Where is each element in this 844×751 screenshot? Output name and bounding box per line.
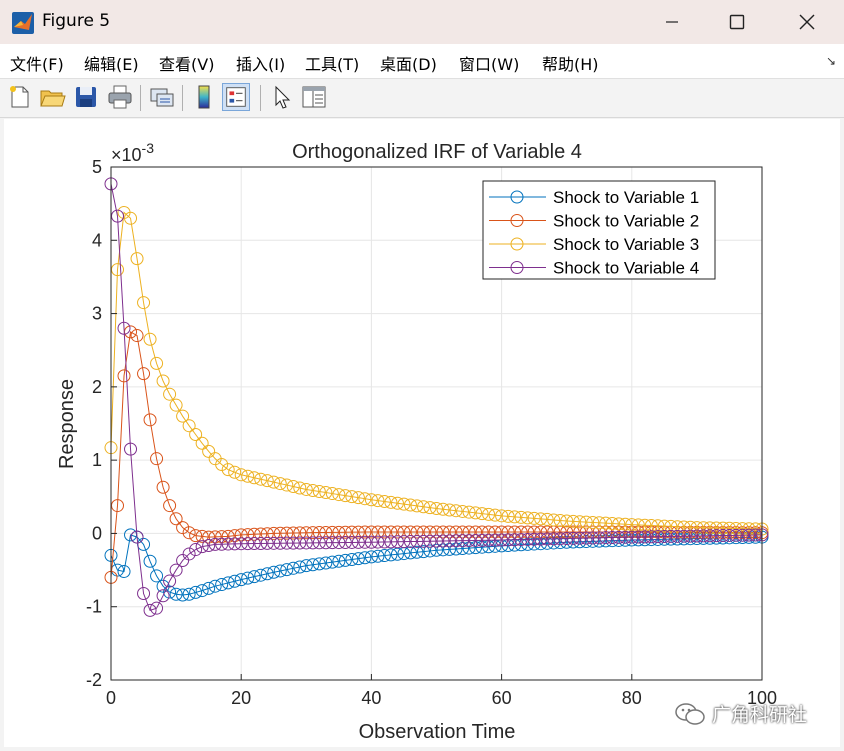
save-icon[interactable]	[72, 83, 100, 111]
maximize-icon	[729, 14, 745, 30]
menu-tools[interactable]: 工具(T)	[305, 55, 360, 74]
menu-window[interactable]: 窗口(W)	[459, 55, 520, 74]
maximize-button[interactable]	[702, 0, 772, 44]
title-bar: Figure 5	[0, 0, 844, 44]
toolbar-separator	[260, 85, 261, 111]
undock-arrow-icon[interactable]: ↘	[825, 54, 836, 68]
minimize-icon	[666, 21, 678, 23]
close-icon	[799, 14, 815, 30]
menu-bar: 文件(F) 编辑(E) 查看(V) 插入(I) 工具(T) 桌面(D) 窗口(W…	[0, 44, 844, 79]
open-icon[interactable]	[38, 83, 66, 111]
menu-help[interactable]: 帮助(H)	[542, 55, 599, 74]
print-icon[interactable]	[106, 83, 134, 111]
window-title: Figure 5	[42, 11, 111, 31]
legend-icon[interactable]	[222, 83, 250, 111]
toolbar	[0, 79, 844, 118]
menu-view[interactable]: 查看(V)	[159, 55, 215, 74]
menu-file[interactable]: 文件(F)	[10, 55, 64, 74]
toolbar-separator	[182, 85, 183, 111]
wechat-icon	[675, 702, 705, 725]
pointer-icon[interactable]	[268, 83, 296, 111]
link-icon[interactable]	[148, 83, 176, 111]
menu-desktop[interactable]: 桌面(D)	[380, 55, 437, 74]
matlab-logo-icon	[12, 12, 34, 34]
menu-insert[interactable]: 插入(I)	[236, 55, 286, 74]
toolbar-separator	[140, 85, 141, 111]
figure-canvas	[4, 119, 840, 747]
watermark-text: 广角科研社	[712, 704, 808, 726]
new-figure-icon[interactable]	[6, 83, 34, 111]
close-button[interactable]	[772, 0, 842, 44]
property-inspector-icon[interactable]	[300, 83, 328, 111]
watermark: 广角科研社	[674, 700, 807, 727]
menu-edit[interactable]: 编辑(E)	[84, 55, 139, 74]
minimize-button[interactable]	[637, 0, 707, 44]
colorbar-icon[interactable]	[190, 83, 218, 111]
